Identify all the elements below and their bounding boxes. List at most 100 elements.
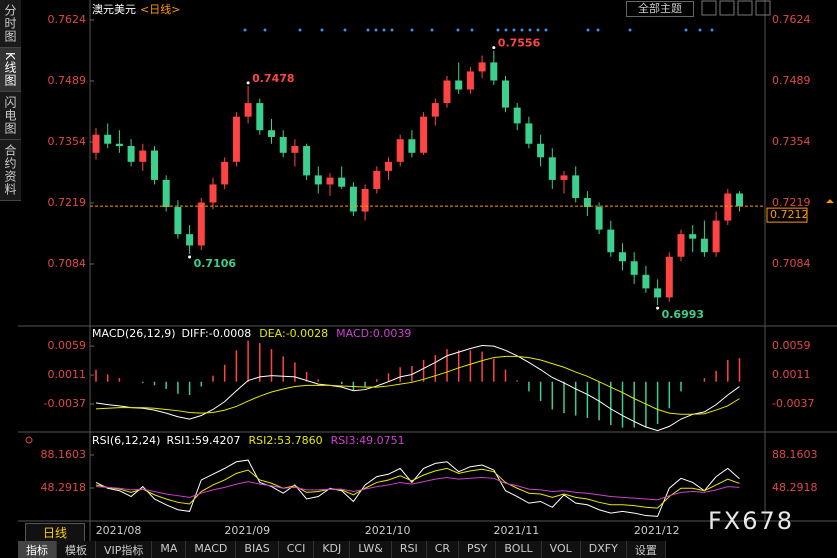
candle-body [197, 202, 205, 246]
candle-body [642, 274, 650, 289]
toolbar-item[interactable]: MA [152, 541, 187, 558]
low-marker [188, 255, 192, 259]
candle-body [244, 103, 252, 117]
toolbar-item[interactable]: 设置 [626, 541, 666, 558]
candle-body [127, 146, 135, 162]
candle-body [408, 139, 416, 153]
toolbar-item[interactable]: PSY [459, 541, 497, 558]
legend-entry: MACD:0.0039 [336, 327, 411, 340]
y-tick-label-right: 0.7624 [772, 13, 811, 26]
candle-body [385, 161, 392, 171]
candle-body [560, 175, 568, 180]
candle-body [139, 150, 147, 162]
candle-body [478, 62, 486, 72]
x-tick-label: 2021/10 [365, 524, 411, 537]
panel-title: MACD(26,12,9) [92, 327, 176, 340]
x-tick-label: 2021/09 [224, 524, 270, 537]
x-tick-label: 2021/08 [96, 524, 142, 537]
legend-entry: RSI1:59.4207 [166, 434, 240, 447]
y-tick-label: 0.7354 [48, 135, 87, 148]
toolbar-item[interactable]: BOLL [496, 541, 542, 558]
candle-body [502, 80, 509, 108]
toolbar-item[interactable]: LW& [350, 541, 392, 558]
panel-title: RSI(6,12,24) [92, 434, 160, 447]
period-tab[interactable]: 日线 [25, 523, 85, 541]
low-marker [656, 306, 660, 310]
y-tick-label: 0.7084 [48, 257, 87, 270]
y-tick-label-right: 0.0059 [772, 339, 811, 352]
indicator-icon[interactable] [25, 436, 33, 444]
indicator-line [95, 476, 740, 501]
legend-entry: RSI3:49.0751 [331, 434, 405, 447]
candle-body [513, 107, 521, 124]
side-tab[interactable]: 合约资料 [0, 139, 21, 201]
candle-body [654, 288, 662, 298]
candle-body [583, 197, 591, 208]
side-tab[interactable]: 分时图 [0, 0, 21, 48]
y-tick-label: 0.0011 [48, 368, 87, 381]
toolbar-item[interactable]: DXFY [580, 541, 627, 558]
toolbar-item[interactable]: CR [426, 541, 460, 558]
y-tick-label-right: 48.2918 [772, 481, 818, 494]
y-tick-label-right: 0.7489 [772, 74, 811, 87]
toolbar-item[interactable]: 指标 [18, 541, 57, 558]
candle-body [314, 175, 322, 185]
candle-body [431, 103, 439, 117]
candle-body [712, 220, 720, 253]
low-label: 0.7106 [194, 257, 237, 270]
y-tick-label: 88.1603 [41, 448, 87, 461]
candle-body [174, 207, 182, 235]
y-tick-label-right: 88.1603 [772, 448, 818, 461]
chart-subtitle: <日线> [140, 2, 180, 16]
toolbar-item[interactable]: KDJ [314, 541, 351, 558]
signal-dots [243, 28, 714, 32]
toolbar-icons[interactable] [701, 0, 771, 16]
toolbar-item[interactable]: MACD [186, 541, 237, 558]
y-tick-label-right: -0.0037 [772, 397, 814, 410]
last-price-label: 0.7212 [770, 208, 809, 221]
y-tick-label: 0.7489 [48, 74, 87, 87]
chart: 澳元美元 <日线> FX678 0.7624 0.7624 0.7489 0.7489… [18, 0, 837, 541]
candle-body [256, 103, 264, 131]
side-tab[interactable]: 闪电图 [0, 91, 21, 140]
candle-body [736, 193, 743, 207]
toolbar-item[interactable]: VOL [541, 541, 581, 558]
indicator-line [95, 467, 740, 509]
candle-body [525, 123, 533, 144]
y-tick-label: 48.2918 [41, 481, 87, 494]
high-label: 0.7556 [498, 37, 541, 50]
candle-body [572, 175, 580, 198]
watermark: FX678 [708, 507, 794, 535]
sidebar: 分时图 K线图 闪电图 合约资料 [0, 0, 21, 201]
candle-body [268, 130, 275, 137]
candle-body [466, 71, 474, 90]
toolbar-item[interactable]: CCI [278, 541, 315, 558]
candle-body [700, 238, 708, 253]
x-tick-label: 2021/12 [634, 524, 680, 537]
candle-body [420, 116, 428, 153]
theme-button[interactable]: 全部主题 [626, 1, 694, 17]
candle-body [361, 188, 369, 212]
toolbar-item[interactable]: RSI [391, 541, 427, 558]
y-tick-label: 0.7219 [48, 196, 87, 209]
candle-body [291, 146, 299, 153]
y-tick-label: 0.0059 [48, 339, 87, 352]
side-tab[interactable]: K线图 [0, 48, 21, 92]
candle-body [455, 80, 463, 90]
toolbar-item[interactable]: BIAS [236, 541, 279, 558]
y-tick-label-right: 0.7084 [772, 257, 811, 270]
toolbar-item[interactable]: VIP指标 [96, 541, 153, 558]
candle-body [373, 170, 381, 189]
y-tick-label-right: 0.0011 [772, 368, 811, 381]
high-label: 0.7478 [252, 72, 294, 85]
y-tick-label: -0.0037 [44, 397, 86, 410]
candle-body [338, 177, 346, 187]
candle-body [689, 234, 697, 239]
last-price-arrow [826, 199, 834, 204]
y-tick-label-right: 0.7354 [772, 135, 811, 148]
candle-body [619, 252, 626, 262]
candle-body [548, 157, 556, 180]
toolbar: 指标 模板 VIP指标 MA MACD BIAS CCI KDJ LW& RSI CR PSY BOLL… [18, 541, 666, 558]
toolbar-item[interactable]: 模板 [57, 541, 96, 558]
indicator-line [95, 459, 740, 517]
